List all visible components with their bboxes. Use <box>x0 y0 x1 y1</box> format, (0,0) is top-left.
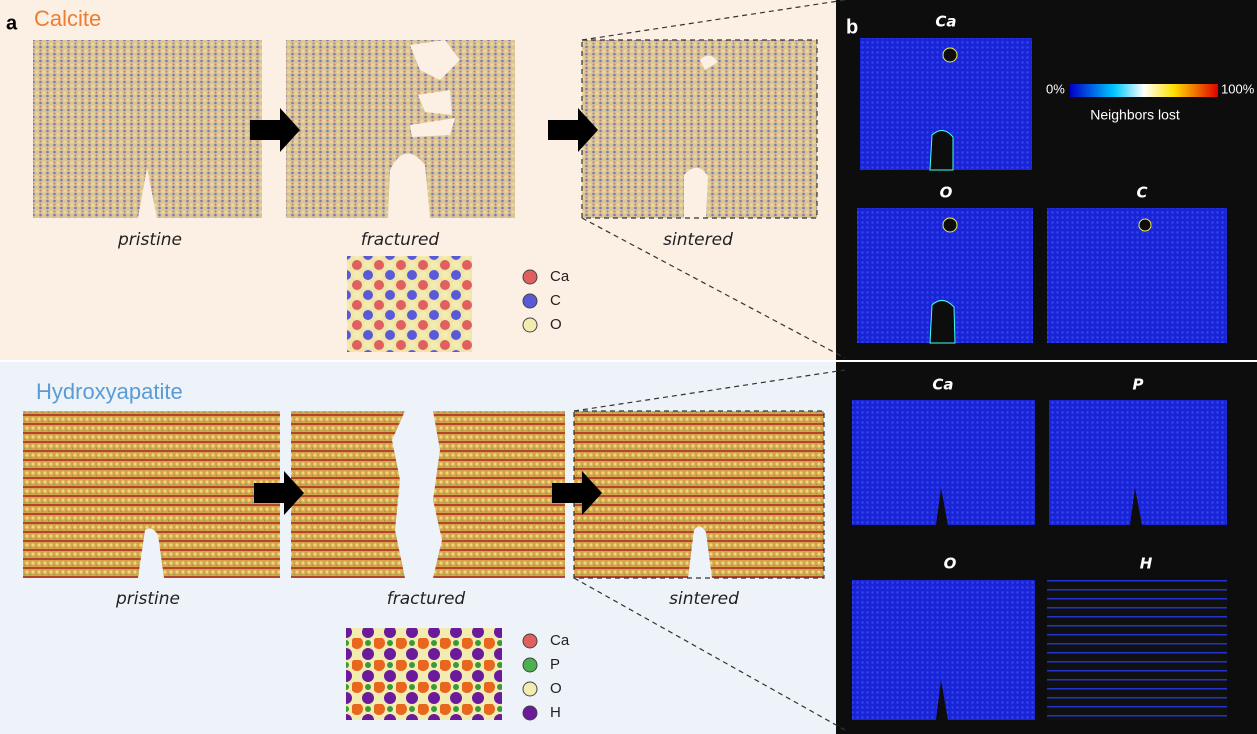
selection-box <box>581 39 818 219</box>
legend-label: Ca <box>550 268 570 285</box>
void <box>1138 218 1152 232</box>
stage-label: sintered <box>669 589 739 609</box>
void <box>942 217 958 233</box>
slab <box>433 411 565 578</box>
stage-label: fractured <box>387 589 466 609</box>
panel-label: b <box>846 16 858 38</box>
structure-image <box>346 628 502 720</box>
legend-label: Ca <box>550 632 570 649</box>
fracture <box>684 55 718 218</box>
colorbar-title: Neighbors lost <box>1090 107 1180 123</box>
zoom-line <box>581 0 846 359</box>
fracture <box>392 411 405 578</box>
notch <box>936 680 948 720</box>
arrow <box>548 108 598 152</box>
notch <box>929 300 956 344</box>
stage-label: sintered <box>663 230 733 250</box>
legend-marker <box>522 705 538 721</box>
map-label: H <box>1140 555 1153 573</box>
legend-label: O <box>550 680 562 697</box>
notch <box>929 130 954 171</box>
section-title: Calcite <box>34 6 101 31</box>
map-label: C <box>1136 184 1147 202</box>
legend-marker <box>522 317 538 333</box>
map-label: O <box>940 184 953 202</box>
structure-image <box>347 256 472 352</box>
notch <box>688 526 712 578</box>
legend-label: O <box>550 316 562 333</box>
zoom-line <box>573 369 846 731</box>
fracture <box>433 411 442 578</box>
fracture <box>388 40 460 218</box>
slab <box>291 411 405 578</box>
heatmap <box>1047 580 1227 720</box>
legend-label: C <box>550 292 561 309</box>
legend-label: H <box>550 704 561 721</box>
panel-label: a <box>6 12 18 34</box>
notch <box>1130 488 1142 525</box>
colorbar <box>1070 84 1218 97</box>
notch <box>138 528 164 578</box>
map-label: Ca <box>932 376 953 394</box>
notch <box>936 488 948 525</box>
legend-marker <box>522 681 538 697</box>
map-label: Ca <box>935 13 956 31</box>
map-label: O <box>944 555 957 573</box>
void <box>942 47 958 63</box>
legend-marker <box>522 657 538 673</box>
legend-marker <box>522 293 538 309</box>
map-label: P <box>1133 376 1144 394</box>
section-title: Hydroxyapatite <box>36 379 183 404</box>
heatmap <box>1047 208 1227 343</box>
arrow <box>254 471 304 515</box>
arrow <box>552 471 602 515</box>
stage-label: pristine <box>115 589 180 609</box>
notch <box>138 168 157 218</box>
legend-marker <box>522 269 538 285</box>
stage-label: pristine <box>117 230 182 250</box>
arrow <box>250 108 300 152</box>
legend-label: P <box>550 656 560 673</box>
legend-marker <box>522 633 538 649</box>
colorbar-max: 100% <box>1221 81 1255 96</box>
stage-label: fractured <box>361 230 440 250</box>
colorbar-min: 0% <box>1046 81 1065 96</box>
